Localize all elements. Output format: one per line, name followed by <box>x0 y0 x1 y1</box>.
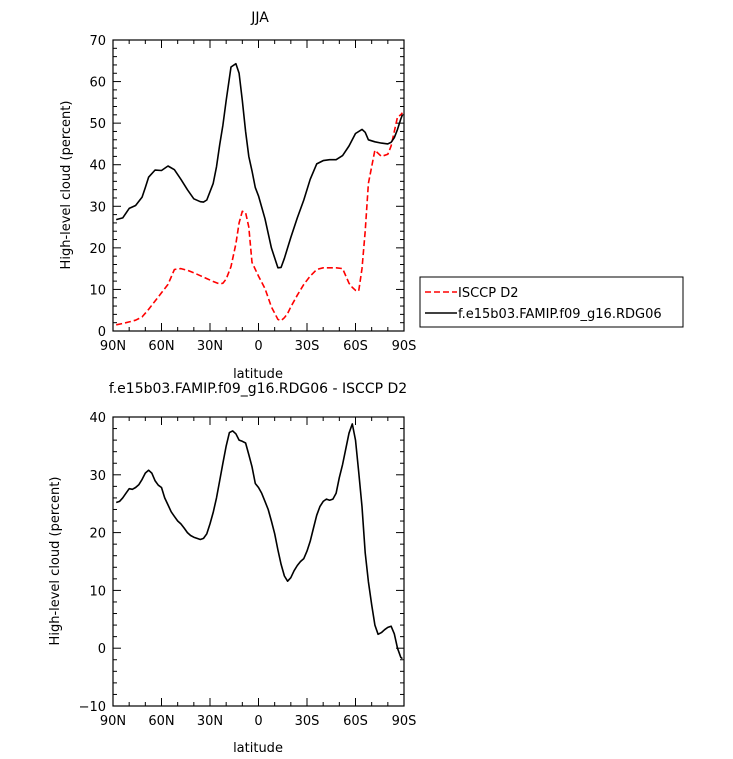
top-y-tick-label: 60 <box>89 76 106 91</box>
bottom-plot-frame <box>112 416 405 707</box>
top-plot-frame <box>112 39 405 332</box>
top-x-axis-label: latitude <box>233 367 283 382</box>
top-x-tick-label: 90N <box>100 339 126 354</box>
top-x-tick-label: 60S <box>343 339 368 354</box>
bottom-x-axis-label: latitude <box>233 741 283 756</box>
top-panel: JJA 90N 60N 30N 0 30S 60S 90S 0 10 20 30 40 50 60 70 l… <box>59 10 684 382</box>
bottom-chart-title: f.e15b03.FAMIP.f09_g16.RDG06 - ISCCP D2 <box>109 381 407 397</box>
top-y-tick-label: 50 <box>89 117 106 132</box>
bottom-x-tick-label: 60N <box>148 714 174 729</box>
top-x-tick-label: 60N <box>148 339 174 354</box>
bottom-x-tick-label: 60S <box>343 714 368 729</box>
legend-label-isccp: ISCCP D2 <box>458 286 519 301</box>
bottom-x-tick-label: 0 <box>254 714 262 729</box>
top-x-tick-label: 30N <box>197 339 223 354</box>
bottom-tick-labels: 90N 60N 30N 0 30S 60S 90S −10 0 10 20 30 40 <box>79 411 417 729</box>
legend-box <box>419 276 684 328</box>
bottom-x-tick-label: 30S <box>295 714 320 729</box>
bottom-y-tick-label: −10 <box>79 700 106 715</box>
top-y-tick-label: 30 <box>89 200 106 215</box>
bottom-series-line-0 <box>115 423 403 660</box>
bottom-y-tick-label: 20 <box>89 527 106 542</box>
top-legend: ISCCP D2 f.e15b03.FAMIP.f09_g16.RDG06 <box>419 276 684 328</box>
bottom-y-tick-label: 0 <box>98 642 106 657</box>
top-x-tick-label: 30S <box>295 339 320 354</box>
bottom-tick-marks <box>112 416 405 707</box>
top-y-tick-label: 0 <box>98 325 106 340</box>
top-y-tick-label: 70 <box>89 34 106 49</box>
bottom-y-axis-label: High-level cloud (percent) <box>48 477 63 646</box>
bottom-x-tick-label: 30N <box>197 714 223 729</box>
legend-label-model: f.e15b03.FAMIP.f09_g16.RDG06 <box>458 307 662 322</box>
top-series-line-0 <box>116 112 404 326</box>
bottom-x-tick-label: 90N <box>100 714 126 729</box>
top-series-group <box>115 62 404 326</box>
bottom-y-tick-label: 10 <box>89 584 106 599</box>
bottom-panel: f.e15b03.FAMIP.f09_g16.RDG06 - ISCCP D2 … <box>48 381 416 756</box>
top-y-tick-label: 10 <box>89 283 106 298</box>
bottom-x-tick-label: 90S <box>392 714 417 729</box>
top-series-line-1 <box>115 62 404 269</box>
top-y-axis-label: High-level cloud (percent) <box>59 101 74 270</box>
top-y-tick-label: 40 <box>89 159 106 174</box>
bottom-y-tick-label: 30 <box>89 469 106 484</box>
top-chart-title: JJA <box>250 10 269 26</box>
top-x-tick-label: 90S <box>392 339 417 354</box>
top-tick-marks <box>112 39 405 332</box>
top-y-tick-label: 20 <box>89 242 106 257</box>
top-tick-labels: 90N 60N 30N 0 30S 60S 90S 0 10 20 30 40 50 60 70 <box>89 34 416 354</box>
top-x-tick-label: 0 <box>254 339 262 354</box>
bottom-y-tick-label: 40 <box>89 411 106 426</box>
bottom-series-group <box>115 423 403 660</box>
